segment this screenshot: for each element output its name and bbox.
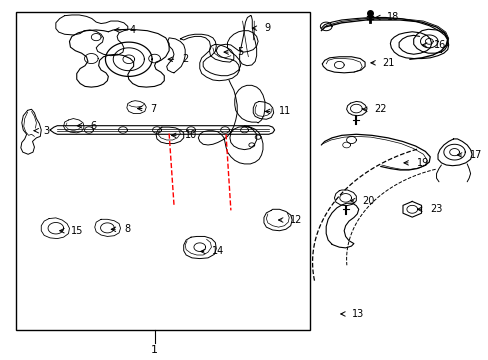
Text: 13: 13 (351, 309, 363, 319)
Text: 19: 19 (416, 158, 428, 168)
Text: 3: 3 (43, 126, 50, 136)
Text: 1: 1 (151, 345, 158, 355)
Text: 2: 2 (182, 54, 188, 64)
Text: 22: 22 (373, 104, 386, 114)
Text: 9: 9 (264, 23, 269, 33)
Text: 10: 10 (184, 130, 197, 140)
Text: 12: 12 (289, 215, 302, 225)
Text: 11: 11 (278, 107, 290, 116)
Text: 14: 14 (212, 247, 224, 256)
Text: 6: 6 (90, 121, 96, 131)
Text: 7: 7 (150, 104, 157, 113)
Text: 20: 20 (362, 196, 374, 206)
Text: 8: 8 (123, 224, 130, 234)
Text: 5: 5 (236, 47, 243, 57)
Text: 4: 4 (129, 25, 136, 35)
Text: 23: 23 (429, 204, 442, 214)
Text: 18: 18 (386, 13, 398, 22)
Bar (16, 12, 309, 330)
Text: 17: 17 (469, 150, 482, 160)
Text: 15: 15 (71, 226, 83, 236)
Text: 21: 21 (382, 58, 394, 68)
Text: 16: 16 (433, 40, 446, 50)
